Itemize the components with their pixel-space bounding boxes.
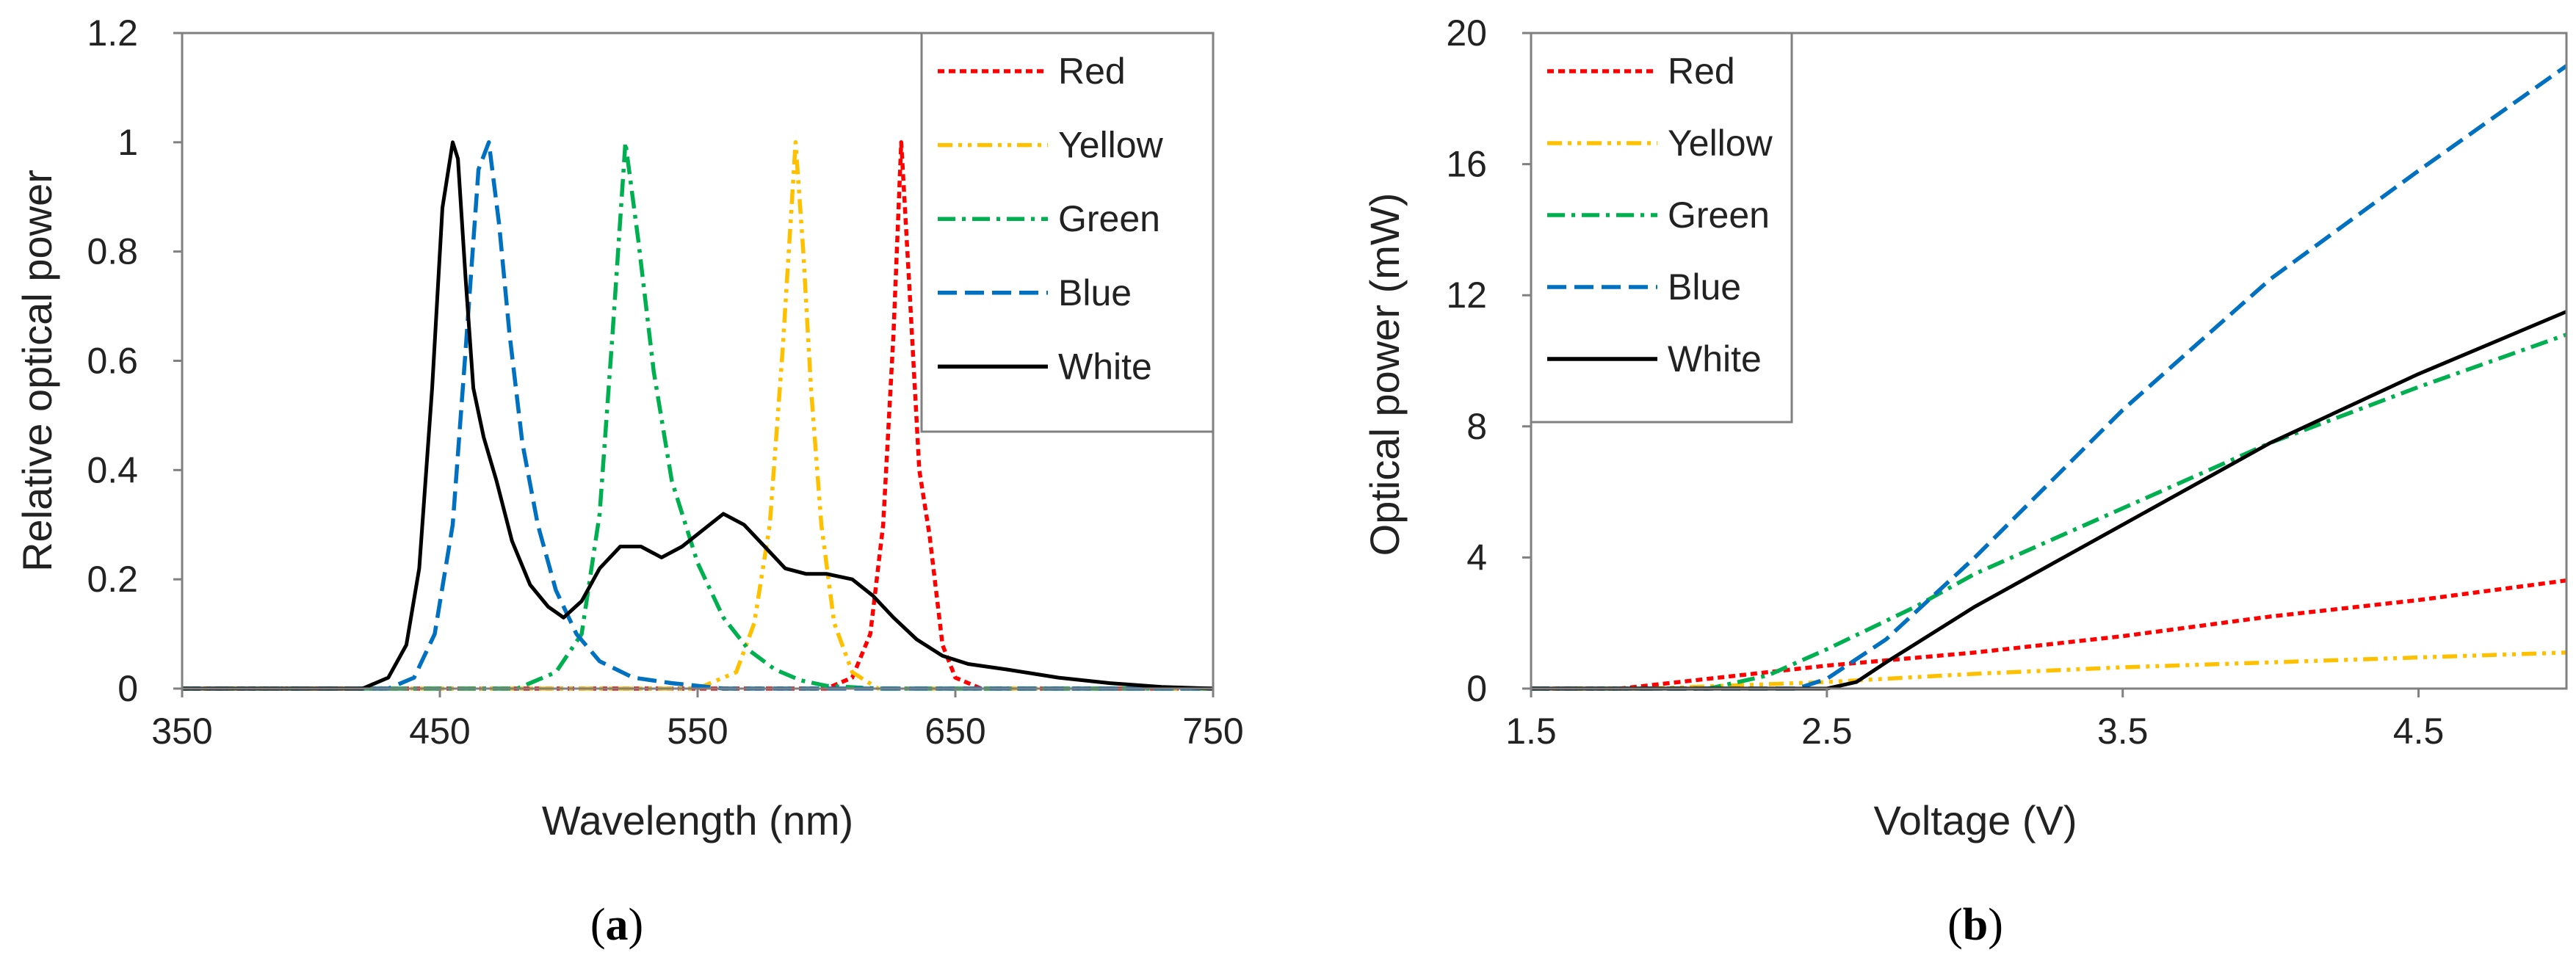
chart-a-ytick-label: 0.4 (87, 449, 138, 490)
chart-a-series-red-line (182, 140, 1213, 691)
chart-b-ytick-label: 12 (1446, 275, 1487, 316)
chart-b-series-white-line (1531, 310, 2567, 691)
chart-a-legend-label-blue: Blue (1058, 272, 1132, 313)
chart-b-ytick-label: 4 (1466, 537, 1487, 578)
chart-b-legend-label-blue: Blue (1668, 266, 1741, 308)
chart-b-series-yellow-line (1531, 650, 2567, 691)
chart-b-caption-letter: b (1963, 900, 1988, 950)
chart-b-axes: 1.5 2.5 3.5 4.5 0 4 8 12 16 20 (1446, 12, 2568, 752)
chart-a-legend-label-red: Red (1058, 51, 1126, 92)
chart-b-legend: Red Yellow Green Blue White (1530, 32, 1793, 424)
chart-a-xtick-label: 450 (409, 711, 470, 752)
chart-b-ytick-label: 16 (1446, 144, 1487, 185)
chart-b-ytick-label: 20 (1446, 12, 1487, 54)
chart-a-legend-label-yellow: Yellow (1058, 125, 1164, 166)
chart-a-caption-letter: a (606, 900, 629, 950)
chart-b-legend-label-white: White (1668, 338, 1762, 380)
chart-b-series-red-line (1531, 578, 2567, 691)
chart-b-ylabel: Optical power (mW) (1361, 193, 1408, 556)
chart-b-xlabel: Voltage (V) (1873, 797, 2077, 843)
chart-a-axes: 350 450 550 650 750 0 0.2 0.4 0.6 0.8 1 1.2 (87, 12, 1243, 752)
chart-a-series-yellow-line (182, 140, 1213, 691)
chart-b-xtick-label: 1.5 (1505, 711, 1557, 752)
chart-b-legend-label-red: Red (1668, 51, 1735, 92)
chart-a-legend: Red Yellow Green Blue White (920, 32, 1215, 433)
chart-a-xtick-label: 650 (925, 711, 985, 752)
chart-b-xtick-label: 4.5 (2393, 711, 2445, 752)
chart-b-xtick-label: 3.5 (2097, 711, 2149, 752)
chart-b: 1.5 2.5 3.5 4.5 0 4 8 12 16 20 Optical power (mW)… (1361, 12, 2568, 950)
chart-b-ytick-label: 0 (1466, 668, 1487, 709)
chart-b-xtick-label: 2.5 (1801, 711, 1853, 752)
chart-b-series-blue-line (1531, 64, 2568, 691)
chart-a-xlabel: Wavelength (nm) (542, 797, 853, 843)
chart-b-series-green-line (1531, 333, 2567, 691)
chart-a-ytick-label: 1.2 (87, 12, 138, 54)
chart-b-caption: (b) (1947, 900, 2003, 950)
chart-b-ytick-label: 8 (1466, 406, 1487, 447)
chart-a-xtick-label: 750 (1182, 711, 1243, 752)
chart-a-legend-label-green: Green (1058, 198, 1160, 239)
chart-a-series-white-line (182, 140, 1214, 691)
chart-a-ylabel: Relative optical power (14, 170, 60, 572)
chart-a-ytick-label: 1 (117, 122, 138, 163)
chart-a-series-green-line (182, 140, 1213, 691)
chart-a-ytick-label: 0.2 (87, 559, 138, 600)
chart-a-caption: (a) (590, 900, 643, 950)
chart-a: 350 450 550 650 750 0 0.2 0.4 0.6 0.8 1 1.2 Relativ… (14, 12, 1244, 950)
chart-a-series-group (182, 140, 1214, 691)
chart-a-legend-label-white: White (1058, 346, 1152, 387)
chart-b-legend-label-green: Green (1668, 195, 1770, 236)
chart-a-xtick-label: 550 (667, 711, 728, 752)
chart-a-ytick-label: 0.8 (87, 231, 138, 272)
chart-b-legend-label-yellow: Yellow (1668, 123, 1773, 164)
chart-a-ytick-label: 0 (117, 668, 138, 709)
chart-a-xtick-label: 350 (151, 711, 212, 752)
chart-a-series-blue-line (182, 140, 1213, 691)
chart-a-ytick-label: 0.6 (87, 341, 138, 382)
chart-b-series-group (1531, 64, 2568, 691)
